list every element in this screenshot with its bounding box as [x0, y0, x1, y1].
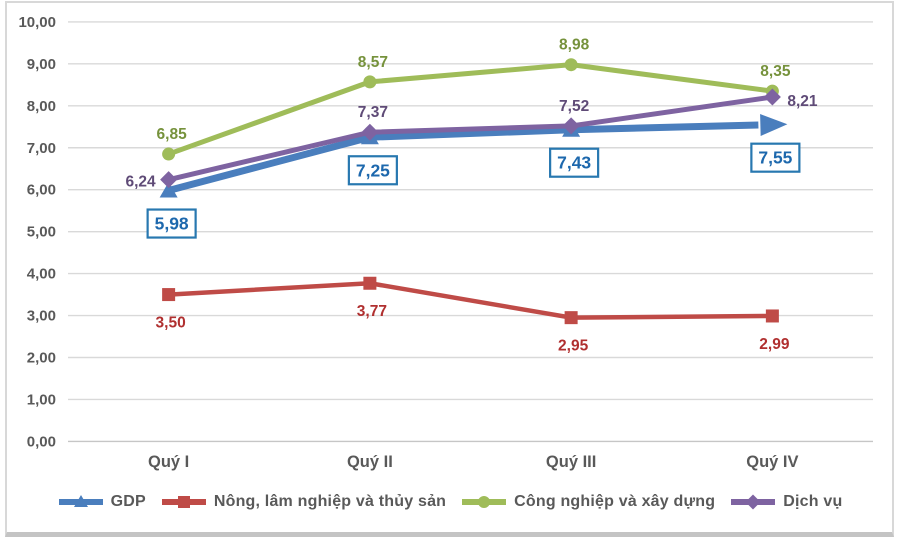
series-arrow-end-0 — [760, 113, 788, 136]
marker-3-0 — [160, 171, 178, 189]
marker-1-2 — [564, 311, 578, 325]
y-tick-label: 10,00 — [18, 14, 56, 31]
legend-label-1: Nông, lâm nghiệp và thủy sản — [213, 493, 447, 510]
data-label-box — [146, 208, 197, 239]
data-label: 2,99 — [759, 336, 790, 353]
data-label: 2,95 — [558, 338, 589, 355]
y-tick-label: 4,00 — [27, 266, 56, 283]
data-label: 7,43 — [557, 153, 591, 173]
legend-label-0: GDP — [110, 493, 146, 510]
legend-label-2: Công nghiệp và xây dựng — [514, 493, 716, 510]
series-line-2 — [167, 62, 773, 157]
marker-2-1 — [363, 75, 377, 89]
data-label-box — [549, 147, 600, 178]
data-label: 3,77 — [357, 303, 387, 320]
data-label: 6,24 — [125, 174, 156, 191]
y-tick-label: 1,00 — [27, 391, 56, 408]
legend-item-2: Công nghiệp và xây dựng — [461, 492, 715, 512]
legend-item-3: Dịch vụ — [730, 492, 842, 512]
data-label: 7,55 — [758, 148, 792, 168]
data-label-box — [347, 155, 398, 186]
marker-1-0 — [162, 288, 176, 302]
y-tick-label: 7,00 — [27, 140, 56, 157]
marker-1-1 — [363, 276, 377, 290]
y-tick-label: 9,00 — [27, 56, 56, 73]
chart-legend: GDP Nông, lâm nghiệp và thủy sản Công nghi… — [0, 492, 900, 512]
data-label: 8,98 — [559, 37, 590, 54]
data-label: 3,50 — [156, 315, 186, 332]
y-tick-label: 0,00 — [27, 433, 56, 450]
series-line-0 — [167, 121, 759, 194]
data-label: 6,85 — [157, 126, 188, 143]
marker-2-2 — [564, 58, 578, 72]
y-tick-label: 2,00 — [27, 350, 56, 367]
marker-3-3 — [763, 88, 781, 106]
y-tick-label: 8,00 — [27, 98, 56, 115]
series-line-3 — [168, 94, 773, 183]
marker-2-0 — [162, 147, 176, 161]
legend-circle-icon — [462, 496, 507, 508]
x-axis-label: Quý III — [546, 453, 596, 471]
chart-frame — [5, 1, 894, 537]
marker-0-0 — [159, 182, 178, 198]
legend-item-1: Nông, lâm nghiệp và thủy sản — [161, 492, 446, 512]
series-line-1 — [168, 280, 773, 320]
legend-diamond-icon — [731, 494, 776, 510]
y-tick-label: 3,00 — [27, 308, 56, 325]
x-axis-label: Quý II — [347, 453, 393, 471]
data-label: 7,25 — [356, 160, 390, 180]
data-label: 5,98 — [155, 214, 189, 234]
marker-1-3 — [765, 309, 779, 323]
y-tick-label: 6,00 — [27, 182, 56, 199]
legend-item-0: GDP — [58, 492, 146, 512]
legend-label-3: Dịch vụ — [783, 493, 843, 510]
data-label: 8,35 — [760, 63, 791, 80]
legend-triangle-icon — [58, 495, 103, 507]
data-label: 7,37 — [358, 104, 388, 121]
x-axis-label: Quý IV — [746, 453, 798, 471]
data-label: 8,57 — [358, 54, 388, 71]
y-tick-label: 5,00 — [27, 224, 56, 241]
marker-3-2 — [562, 117, 580, 135]
data-label-box — [750, 142, 801, 173]
x-axis-label: Quý I — [148, 453, 189, 471]
data-label: 7,52 — [559, 98, 589, 115]
marker-3-1 — [361, 123, 379, 141]
data-label: 8,21 — [787, 93, 818, 110]
legend-square-icon — [161, 496, 206, 508]
